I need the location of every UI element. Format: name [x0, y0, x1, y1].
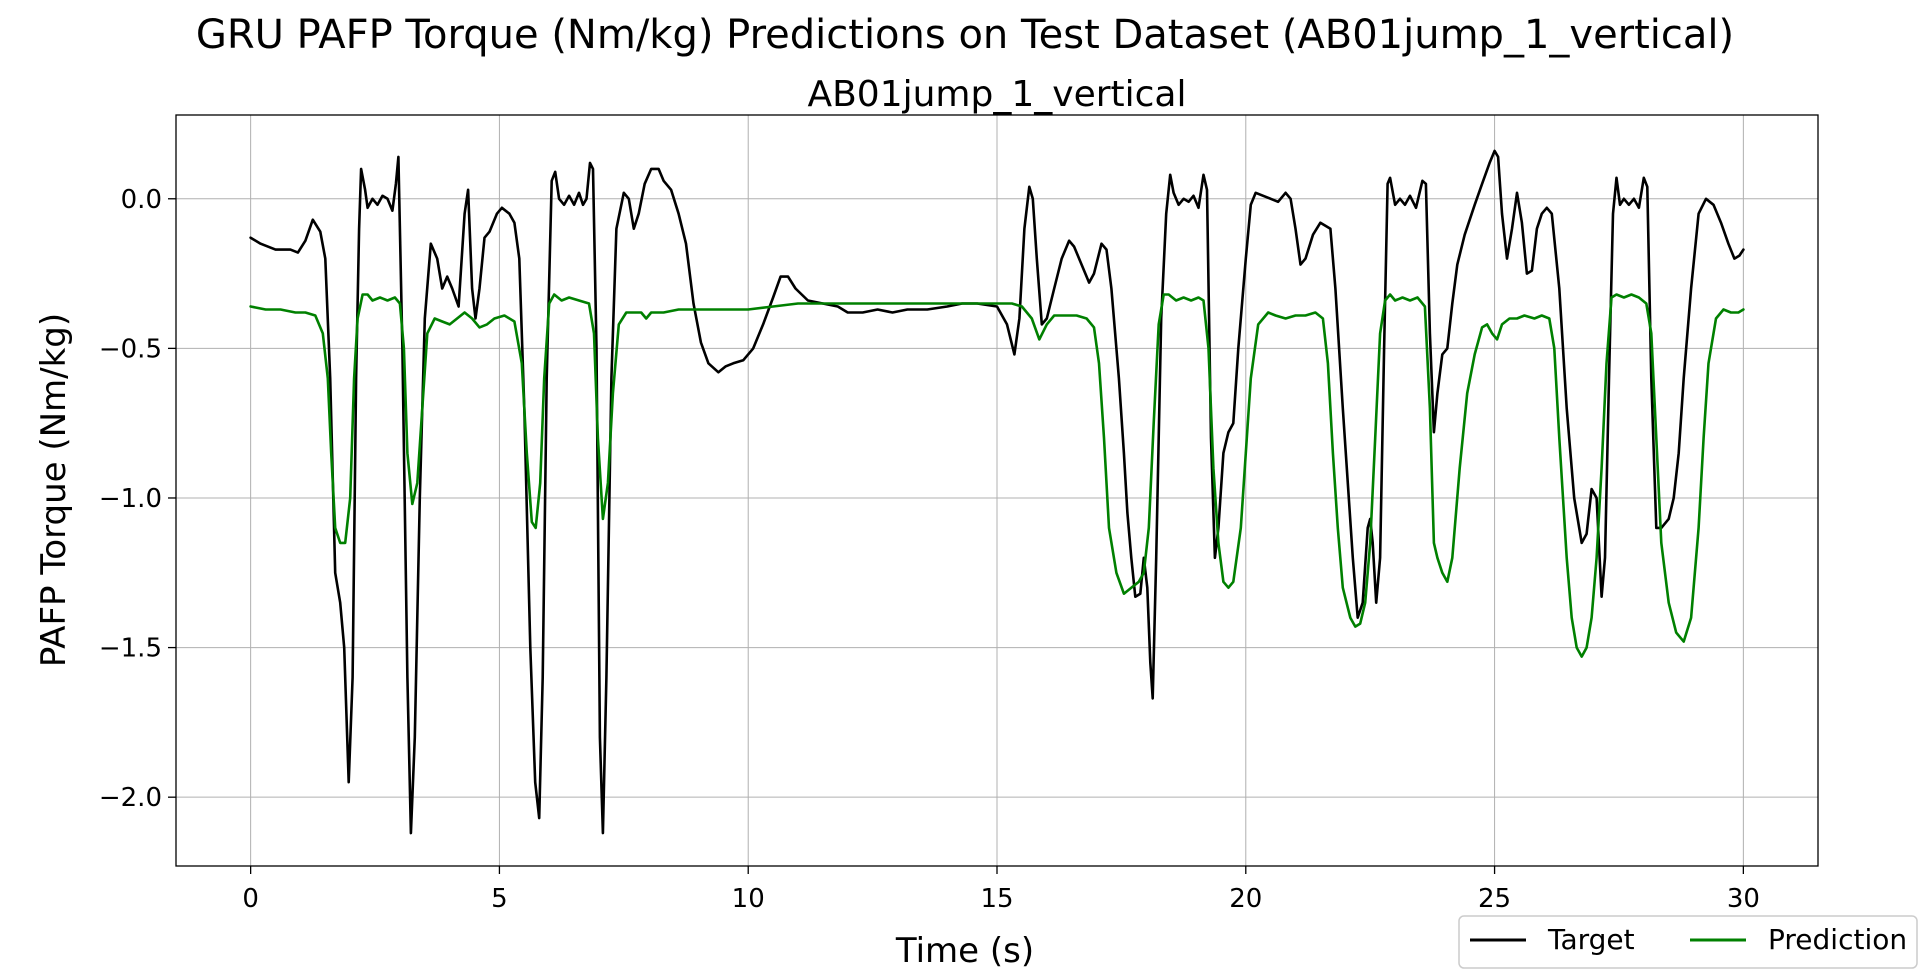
- x-axis-title: Time (s): [895, 931, 1034, 971]
- series-lines: [249, 149, 1745, 835]
- chart-title: GRU PAFP Torque (Nm/kg) Predictions on T…: [196, 12, 1734, 58]
- y-tick-label: −1.5: [99, 634, 162, 664]
- y-tick-label: −1.0: [99, 484, 162, 514]
- x-tick-label: 10: [732, 884, 765, 914]
- y-axis-ticks: 0.0 −0.5 −1.0 −1.5 −2.0: [99, 185, 176, 813]
- chart-subtitle: AB01jump_1_vertical: [807, 74, 1186, 115]
- y-tick-label: −2.0: [99, 783, 162, 813]
- legend-label-prediction: Prediction: [1768, 923, 1907, 956]
- legend-label-target: Target: [1547, 923, 1635, 956]
- y-axis-title: PAFP Torque (Nm/kg): [34, 313, 74, 667]
- legend-box: [1458, 915, 1918, 969]
- x-tick-label: 20: [1229, 884, 1262, 914]
- series-line-target: [249, 149, 1745, 835]
- x-tick-label: 0: [242, 884, 259, 914]
- x-axis-ticks: 0 5 10 15 20 25 30: [242, 866, 1760, 914]
- x-tick-label: 25: [1478, 884, 1511, 914]
- legend: Target Prediction: [1458, 915, 1918, 969]
- grid-lines: [176, 115, 1818, 866]
- y-tick-label: −0.5: [99, 334, 162, 364]
- series-line-prediction: [249, 293, 1745, 658]
- x-tick-label: 30: [1727, 884, 1760, 914]
- x-tick-label: 15: [980, 884, 1013, 914]
- x-tick-label: 5: [491, 884, 508, 914]
- y-tick-label: 0.0: [121, 185, 162, 215]
